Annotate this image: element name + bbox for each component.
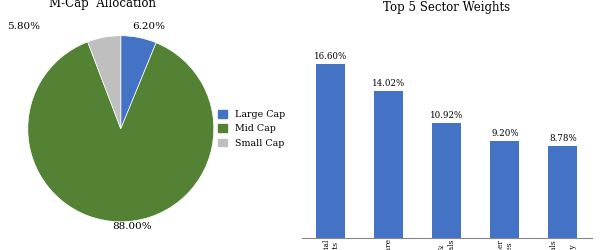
Wedge shape [121, 36, 156, 129]
Bar [490, 141, 519, 238]
Text: 5.80%: 5.80% [7, 22, 40, 31]
Title: M-Cap  Allocation: M-Cap Allocation [49, 0, 156, 10]
Bar [432, 123, 461, 238]
Bar [374, 90, 403, 238]
Wedge shape [88, 36, 121, 129]
Title: Top 5 Sector Weights: Top 5 Sector Weights [384, 0, 510, 14]
Bar [548, 146, 577, 238]
Text: 9.20%: 9.20% [491, 130, 519, 138]
Text: 16.60%: 16.60% [314, 52, 348, 61]
Bar [316, 64, 345, 238]
Text: 88.00%: 88.00% [112, 222, 152, 231]
Legend: Large Cap, Mid Cap, Small Cap: Large Cap, Mid Cap, Small Cap [214, 106, 289, 152]
Text: 8.78%: 8.78% [549, 134, 577, 143]
Text: 10.92%: 10.92% [430, 112, 464, 120]
Text: 6.20%: 6.20% [132, 22, 165, 31]
Text: 14.02%: 14.02% [372, 79, 406, 88]
Wedge shape [28, 42, 214, 222]
